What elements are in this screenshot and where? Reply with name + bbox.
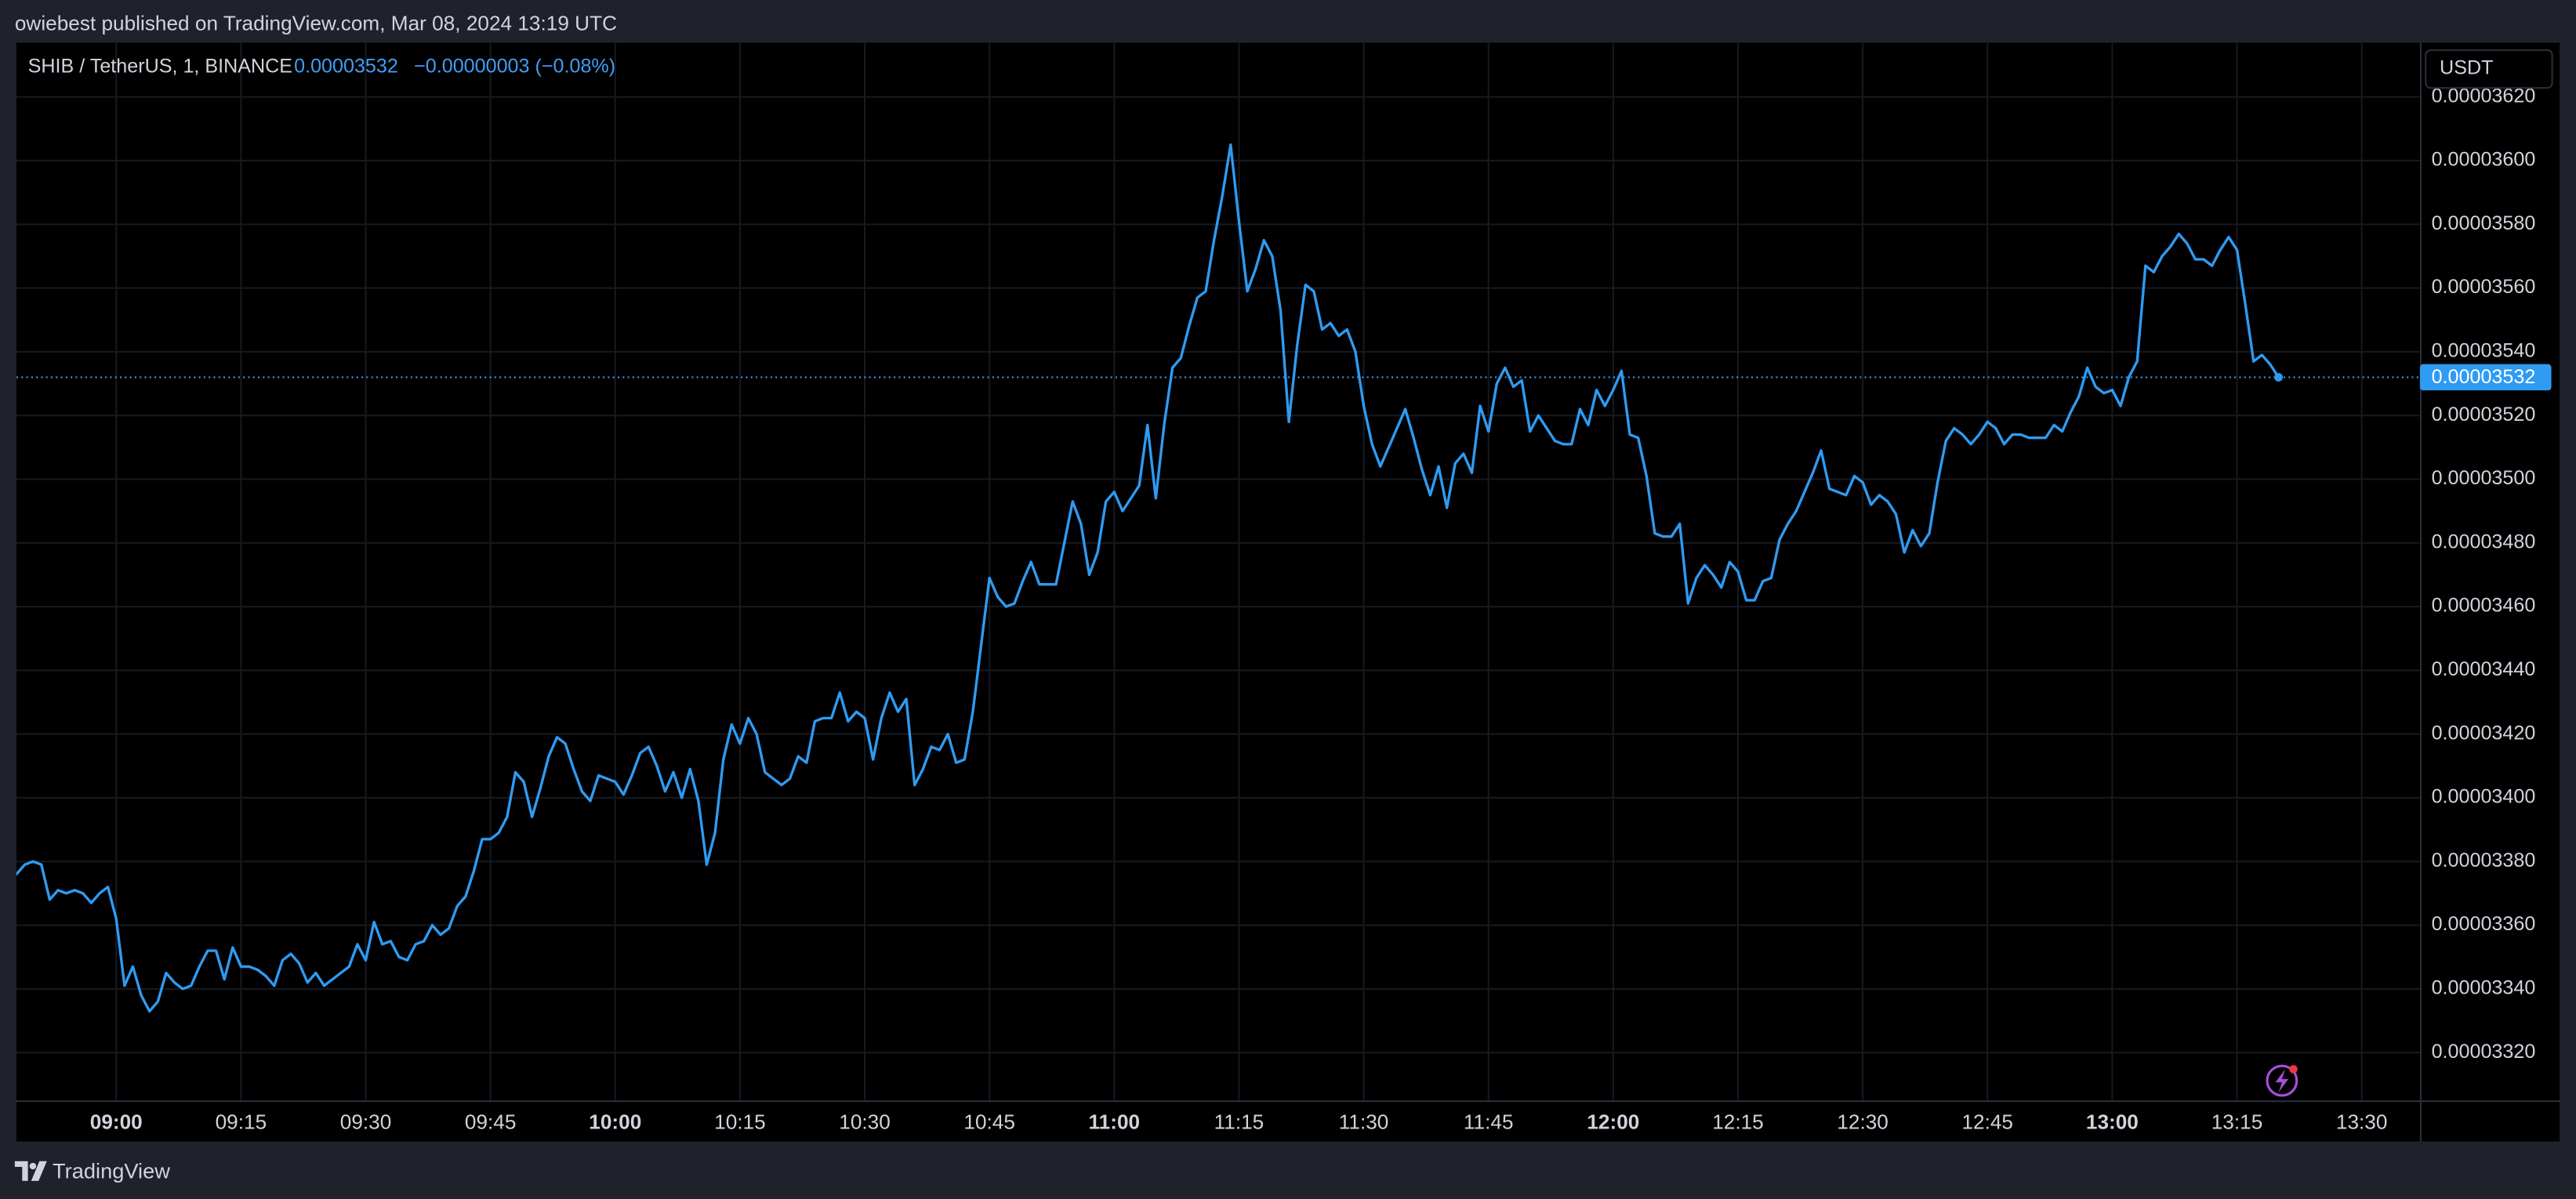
y-tick-label: 0.00003560	[2432, 276, 2536, 298]
price-line	[16, 143, 2280, 1013]
y-tick-label: 0.00003420	[2432, 722, 2536, 744]
last-price-box	[2419, 364, 2552, 391]
grid	[16, 42, 2420, 1101]
currency-label[interactable]: USDT	[2440, 57, 2493, 79]
tradingview-logo	[14, 1161, 47, 1181]
x-tick-label: 13:30	[2336, 1110, 2388, 1133]
x-tick-label: 09:00	[90, 1110, 143, 1133]
symbol-title: SHIB / TetherUS, 1, BINANCE	[28, 56, 292, 78]
last-point	[2274, 372, 2284, 382]
x-tick-label: 09:30	[340, 1110, 392, 1133]
y-tick-label: 0.00003460	[2432, 595, 2536, 617]
axes: 0.00003320 0.00003340 0.00003360 0.00003380…	[90, 85, 2552, 1133]
x-tick-label: 11:15	[1214, 1110, 1264, 1133]
y-tick-label: 0.00003380	[2432, 849, 2536, 871]
y-tick-label: 0.00003480	[2432, 531, 2536, 552]
y-tick-label: 0.00003540	[2432, 340, 2536, 362]
x-tick-label: 12:45	[1961, 1110, 2013, 1133]
chart-pane	[16, 42, 2560, 1142]
x-tick-label: 12:15	[1712, 1110, 1764, 1133]
x-tick-label: 12:30	[1837, 1110, 1888, 1133]
x-tick-label: 11:00	[1089, 1110, 1141, 1133]
y-tick-label: 0.00003600	[2432, 149, 2536, 171]
x-tick-label: 10:00	[589, 1110, 641, 1133]
x-tick-label: 10:30	[839, 1110, 891, 1133]
x-tick-label: 11:45	[1464, 1110, 1514, 1133]
y-tick-label: 0.00003580	[2432, 212, 2536, 234]
x-tick-label: 09:45	[465, 1110, 517, 1133]
x-tick-label: 11:30	[1339, 1110, 1389, 1133]
x-tick-label: 13:00	[2086, 1110, 2139, 1133]
y-tick-label: 0.00003440	[2432, 658, 2536, 680]
y-tick-label: 0.00003340	[2432, 977, 2536, 999]
footer-brand: TradingView	[53, 1159, 170, 1183]
x-tick-label: 13:15	[2211, 1110, 2263, 1133]
currency-button[interactable]	[2425, 49, 2553, 89]
lightning-icon[interactable]	[2266, 1064, 2298, 1097]
x-tick-label: 09:15	[216, 1110, 267, 1133]
y-tick-label: 0.00003500	[2432, 467, 2536, 489]
publisher-note: owiebest published on TradingView.com, M…	[15, 11, 617, 34]
y-tick-label: 0.00003400	[2432, 786, 2536, 808]
plot-area	[16, 143, 2420, 1013]
y-tick-label: 0.00003320	[2432, 1041, 2536, 1063]
legend-last-price: 0.00003532	[294, 56, 398, 78]
y-tick-label: 0.00003520	[2432, 404, 2536, 426]
x-tick-label: 10:15	[714, 1110, 766, 1133]
last-price-label: 0.00003532	[2432, 366, 2536, 388]
x-tick-label: 10:45	[963, 1110, 1015, 1133]
y-tick-label: 0.00003360	[2432, 913, 2536, 935]
legend-change: −0.00000003 (−0.08%)	[414, 56, 615, 78]
x-tick-label: 12:00	[1587, 1110, 1639, 1133]
